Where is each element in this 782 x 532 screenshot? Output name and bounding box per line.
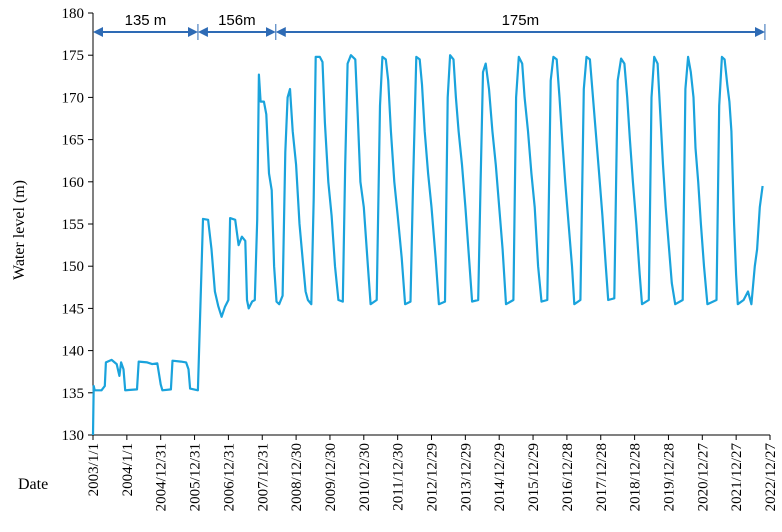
- x-tick-label: 2015/12/29: [526, 443, 542, 511]
- phase-label: 156m: [218, 12, 256, 29]
- y-tick-label: 175: [62, 48, 85, 64]
- x-tick-label: 2019/12/28: [661, 443, 677, 511]
- y-tick-label: 180: [62, 6, 85, 22]
- phase-annotations: 135 m 156m 175m: [93, 12, 766, 40]
- phase-label: 135 m: [125, 12, 167, 29]
- y-tick-label: 130: [62, 428, 85, 444]
- phase-label: 175m: [502, 12, 540, 29]
- y-tick-label: 155: [62, 217, 85, 233]
- x-tick-label: 2022/12/27: [763, 443, 779, 512]
- x-tick-label: 2010/12/30: [357, 443, 373, 511]
- x-tick-label: 2021/12/27: [729, 443, 745, 512]
- y-tick-label: 165: [62, 133, 85, 149]
- x-axis-label: Date: [18, 476, 48, 493]
- y-tick-label: 170: [62, 90, 85, 106]
- x-tick-label: 2016/12/28: [560, 443, 576, 511]
- x-tick-label: 2004/12/31: [154, 443, 170, 511]
- x-tick-label: 2007/12/31: [255, 443, 271, 511]
- x-tick-label: 2012/12/29: [425, 443, 441, 511]
- x-tick-label: 2003/1/1: [86, 443, 102, 496]
- axes: [92, 13, 770, 436]
- x-tick-label: 2005/12/31: [188, 443, 204, 511]
- x-tick-label: 2009/12/30: [323, 443, 339, 511]
- y-axis-ticks: 130 135 140 145 150 155 160 165 170 175 180: [62, 6, 93, 444]
- x-tick-label: 2013/12/29: [458, 443, 474, 511]
- x-axis-ticks: 2003/1/1 2004/1/1 2004/12/31 2005/12/31 2006…: [86, 435, 779, 511]
- water-level-line: [91, 54, 764, 436]
- y-tick-label: 135: [62, 386, 85, 402]
- x-tick-label: 2017/12/28: [594, 443, 610, 511]
- y-tick-label: 160: [62, 175, 85, 191]
- x-tick-label: 2004/1/1: [120, 443, 136, 496]
- x-tick-label: 2008/12/30: [289, 443, 305, 511]
- x-tick-label: 2011/12/30: [391, 443, 407, 511]
- x-tick-label: 2018/12/28: [628, 443, 644, 511]
- y-axis-label: Water level (m): [11, 180, 28, 280]
- x-tick-label: 2006/12/31: [221, 443, 237, 511]
- y-tick-label: 145: [62, 301, 85, 317]
- y-tick-label: 150: [62, 259, 85, 275]
- y-tick-label: 140: [62, 344, 85, 360]
- x-tick-label: 2020/12/27: [695, 443, 711, 512]
- x-tick-label: 2014/12/29: [492, 443, 508, 511]
